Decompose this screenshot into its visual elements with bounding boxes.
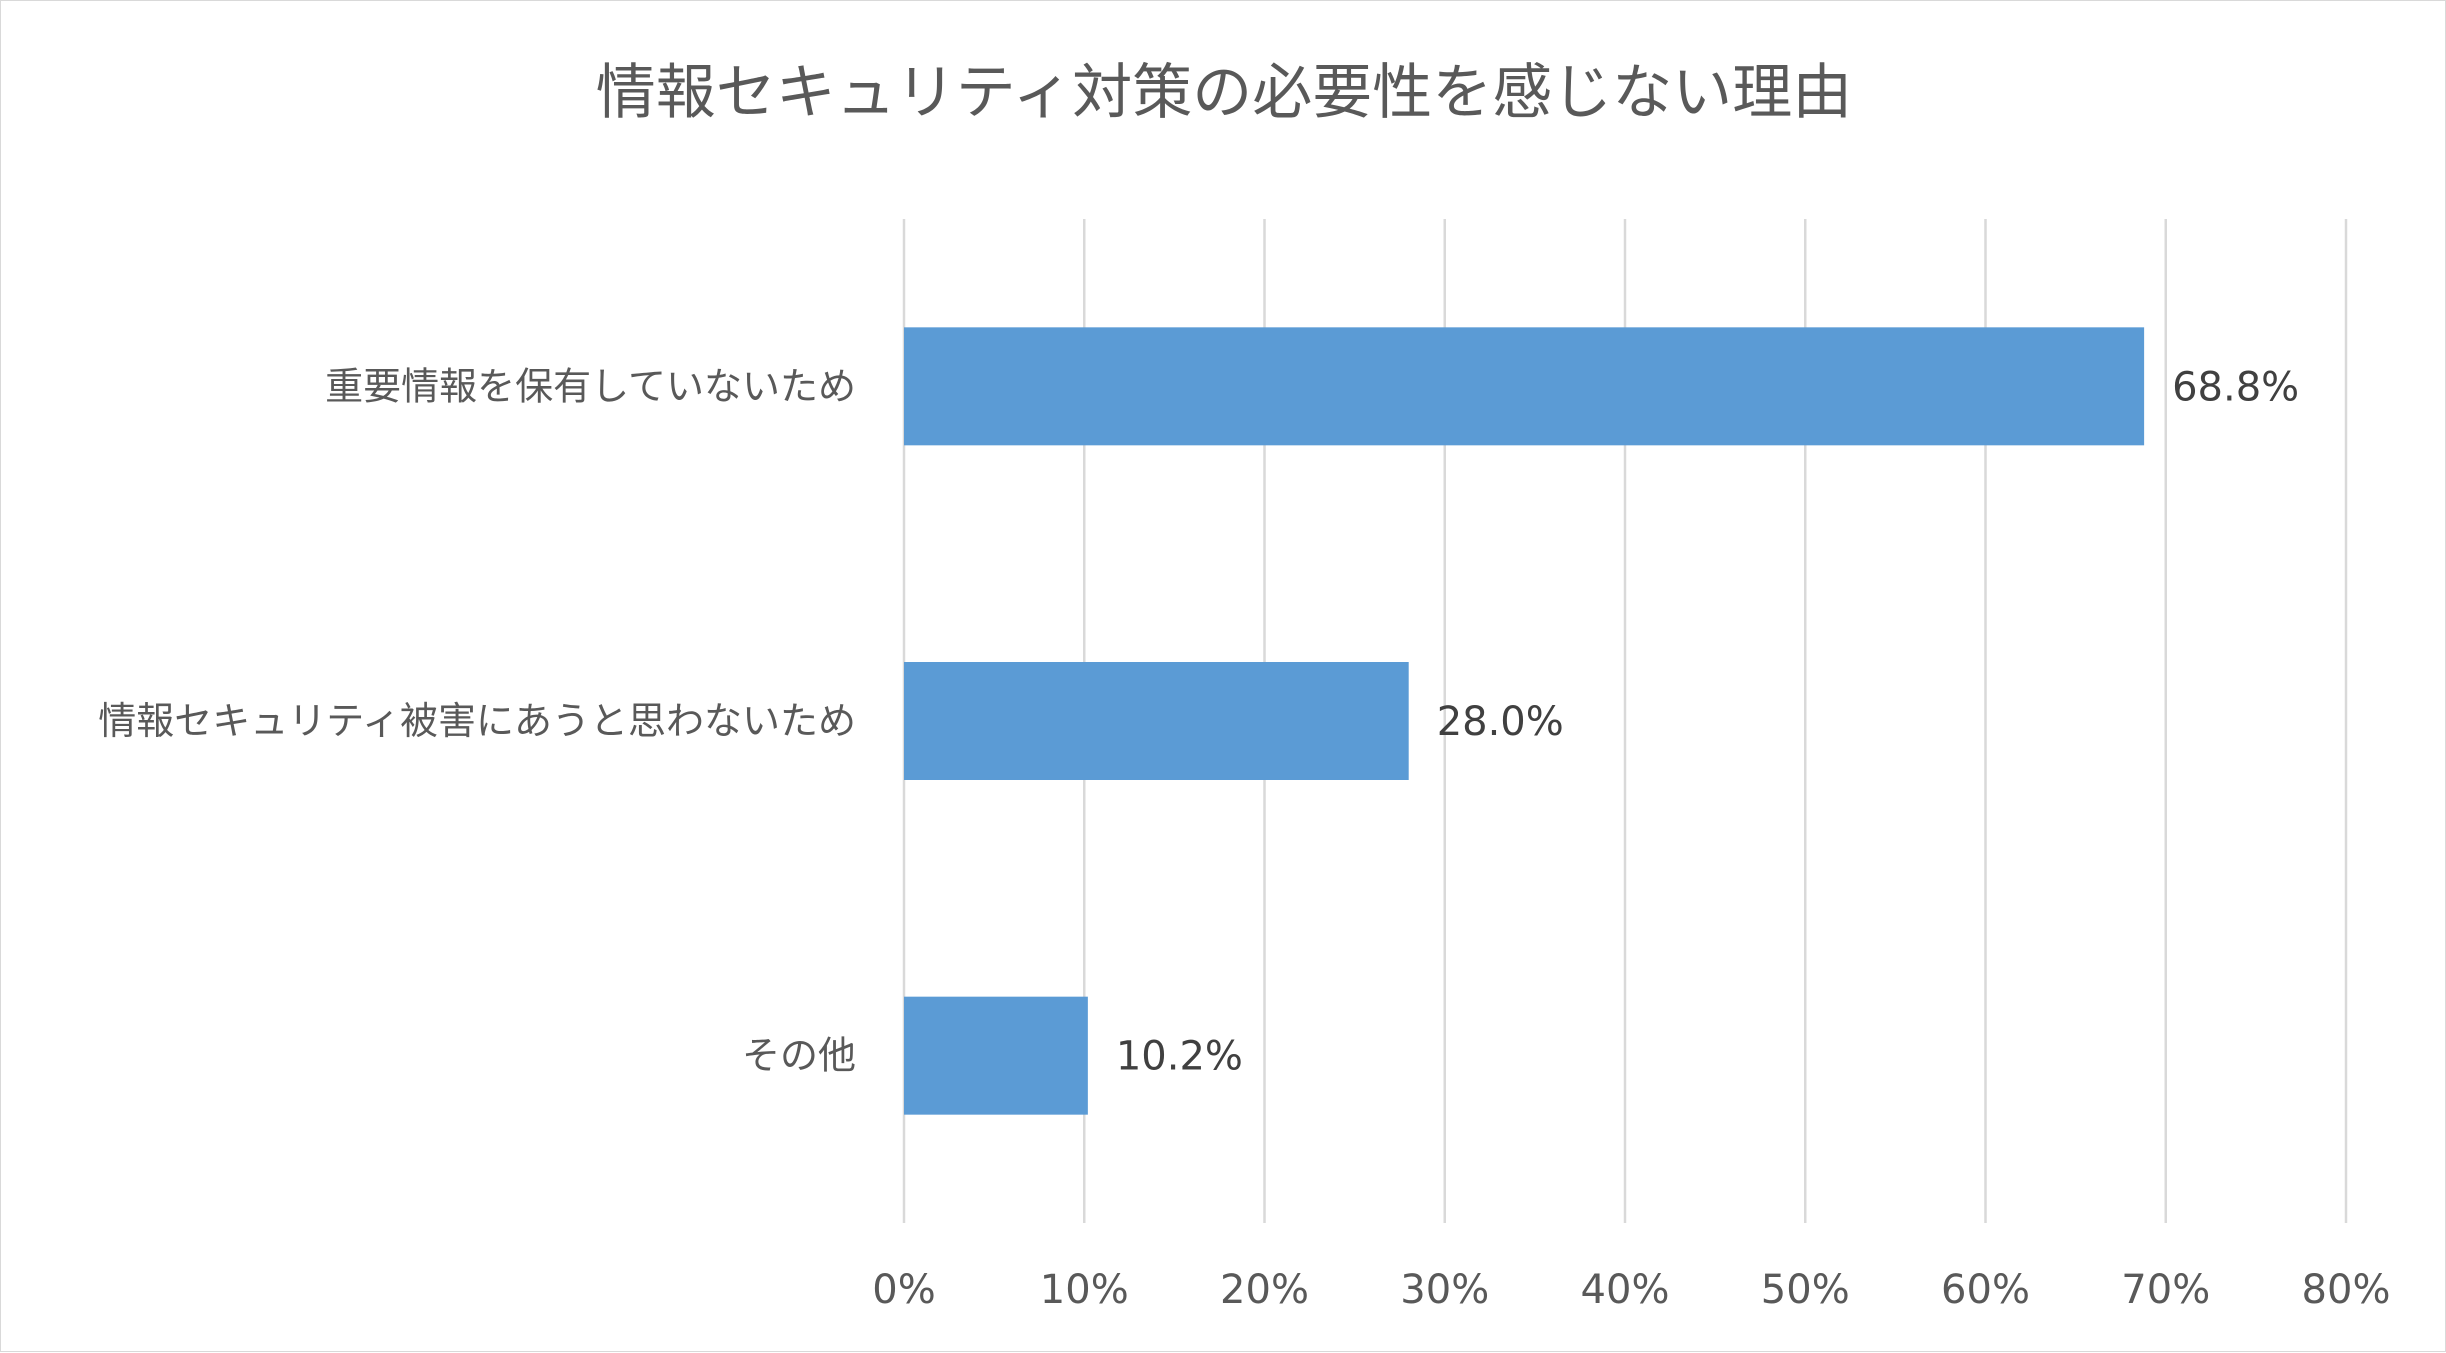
x-tick-label: 70% [2121,1267,2210,1313]
x-tick-label: 0% [872,1267,935,1313]
bar [904,662,1409,780]
bar [904,327,2145,446]
x-tick-label: 10% [1040,1267,1129,1313]
bar [904,996,1088,1115]
data-labels: 68.8% 28.0% 10.2% [1116,364,2299,1079]
chart-title: 情報セキュリティ対策の必要性を感じない理由 [596,58,1852,128]
x-tick-label: 80% [2302,1267,2391,1313]
category-label: 重要情報を保有していないため [325,364,856,408]
category-label: 情報セキュリティ被害にあうと思わないため [98,699,856,743]
data-label: 10.2% [1116,1034,1243,1080]
x-tick-label: 20% [1220,1267,1309,1313]
x-tick-label: 40% [1581,1267,1670,1313]
x-tick-label: 30% [1400,1267,1489,1313]
x-axis-tick-labels: 0% 10% 20% 30% 40% 50% 60% 70% 80% [872,1267,2390,1313]
data-label: 28.0% [1437,699,1564,745]
bars [904,327,2145,1115]
x-tick-label: 50% [1761,1267,1850,1313]
category-label: その他 [742,1034,856,1078]
x-tick-label: 60% [1941,1267,2030,1313]
data-label: 68.8% [2172,364,2299,410]
